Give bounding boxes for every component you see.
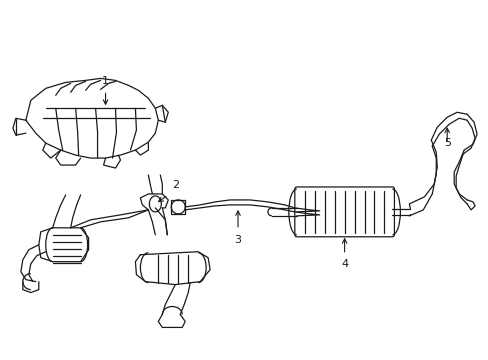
Text: 3: 3 [234, 235, 241, 245]
Text: 5: 5 [443, 138, 450, 148]
Text: 4: 4 [340, 259, 347, 269]
FancyBboxPatch shape [294, 187, 394, 237]
Text: 2: 2 [172, 180, 179, 190]
Text: 1: 1 [102, 76, 109, 86]
